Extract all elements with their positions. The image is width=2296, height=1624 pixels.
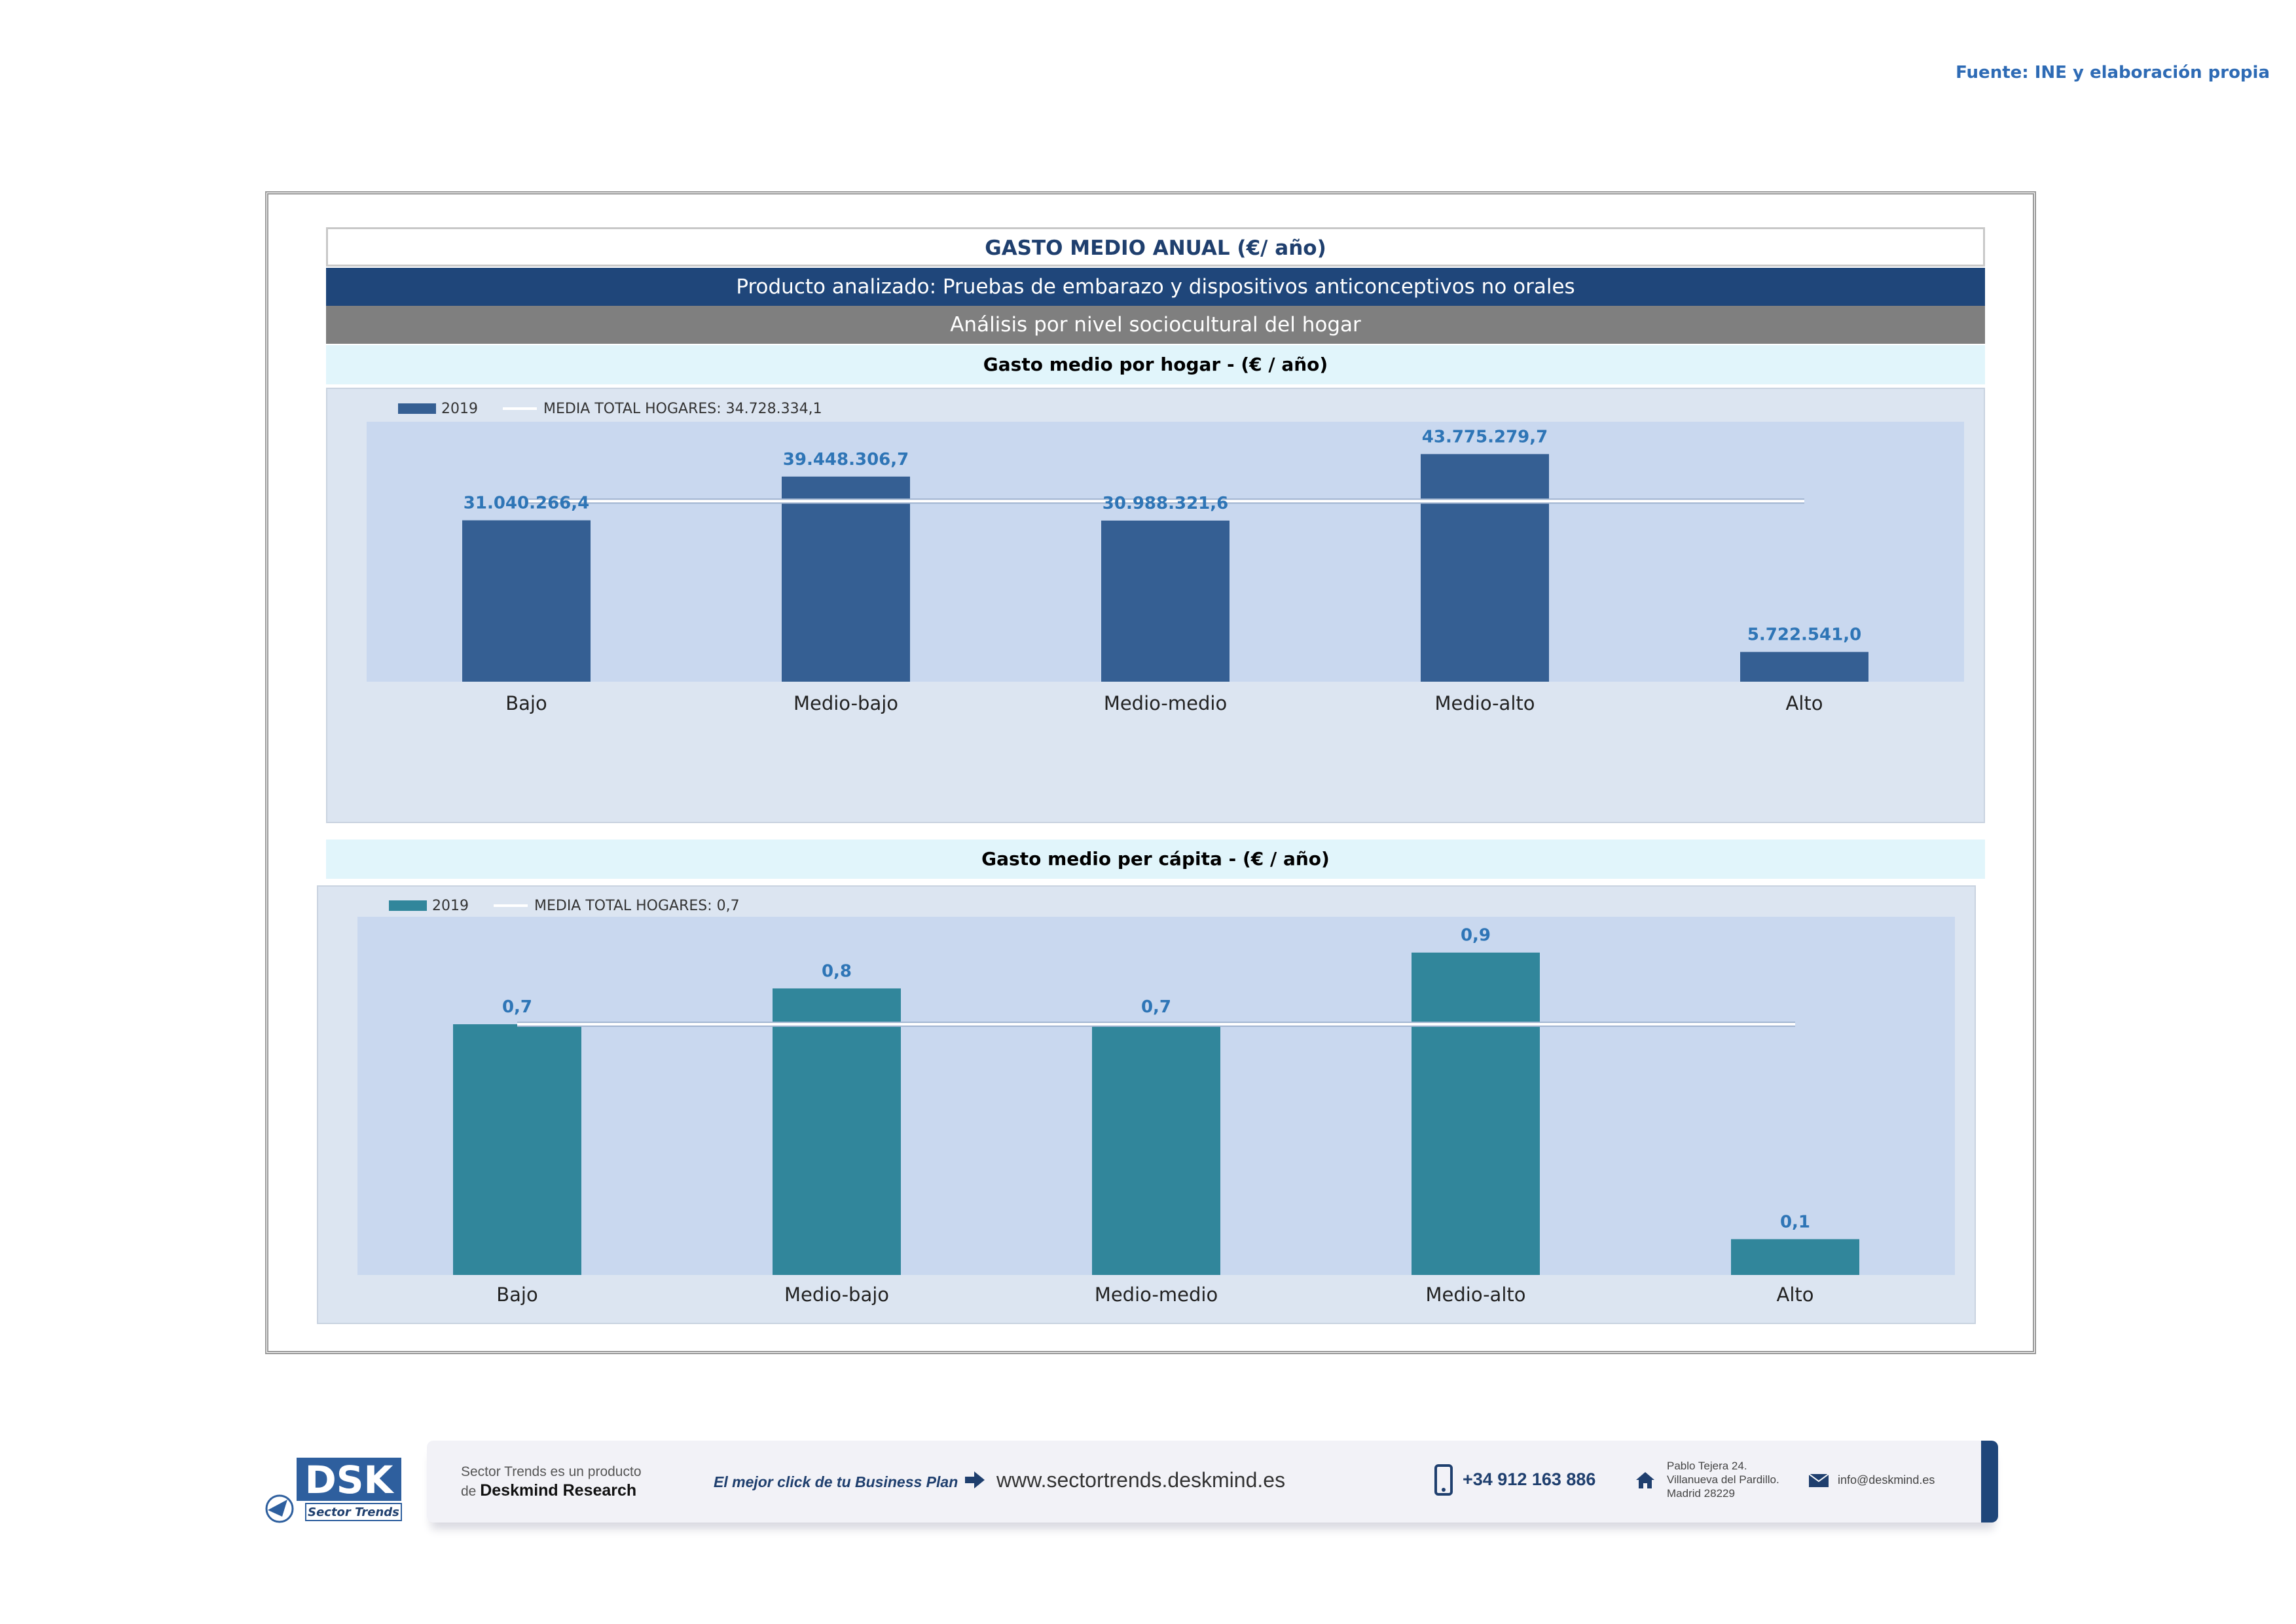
chart-2-title: Gasto medio per cápita - (€ / año) <box>326 840 1985 879</box>
arrow-right-icon <box>964 1469 987 1494</box>
home-icon <box>1635 1471 1655 1492</box>
phone-icon <box>1434 1464 1453 1499</box>
data-label-medio-bajo: 39.448.306,7 <box>783 450 909 470</box>
dsk-logo: DSK Sector Trends <box>265 1452 403 1524</box>
category-label-alto: Alto <box>1776 1283 1813 1306</box>
chart-1-title: Gasto medio por hogar - (€ / año) <box>326 345 1985 384</box>
data-label-bajo: 0,7 <box>502 997 532 1017</box>
footer-accent <box>1981 1441 1998 1522</box>
bar-medio-medio <box>1092 1024 1220 1275</box>
category-label-medio-bajo: Medio-bajo <box>793 692 898 714</box>
data-label-medio-alto: 43.775.279,7 <box>1422 427 1548 447</box>
analyzed-product-banner: Producto analizado: Pruebas de embarazo … <box>326 268 1985 306</box>
legend-label-2019: 2019 <box>432 898 469 914</box>
data-label-medio-medio: 30.988.321,6 <box>1102 494 1228 513</box>
data-label-bajo: 31.040.266,4 <box>464 494 589 513</box>
data-label-medio-bajo: 0,8 <box>822 961 852 981</box>
category-label-medio-alto: Medio-alto <box>1425 1283 1525 1306</box>
category-label-bajo: Bajo <box>496 1283 538 1306</box>
footer-slogan: El mejor click de tu Business Plan <box>714 1473 958 1490</box>
chart-hogar-svg: 2019 MEDIA TOTAL HOGARES: 34.728.334,1 31.… <box>367 401 1964 714</box>
logo-subtext: Sector Trends <box>308 1505 399 1519</box>
footer-bar: Sector Trends es un producto de Deskmind… <box>427 1441 1998 1522</box>
bar-bajo <box>462 520 591 682</box>
legend-swatch-2019 <box>398 403 436 414</box>
category-label-medio-medio: Medio-medio <box>1095 1283 1218 1306</box>
report-title: GASTO MEDIO ANUAL (€/ año) <box>326 227 1985 267</box>
data-label-alto: 0,1 <box>1780 1212 1810 1232</box>
category-label-bajo: Bajo <box>505 692 547 714</box>
bar-alto <box>1740 652 1868 682</box>
footer-address: Pablo Tejera 24. Villanueva del Pardillo… <box>1667 1460 1779 1500</box>
mail-icon <box>1808 1473 1829 1491</box>
bar-bajo <box>453 1024 581 1275</box>
bar-medio-medio <box>1101 520 1230 682</box>
chart-hogar: 2019 MEDIA TOTAL HOGARES: 34.728.334,1 31.… <box>326 388 1985 823</box>
category-label-medio-medio: Medio-medio <box>1104 692 1227 714</box>
bar-medio-bajo <box>782 476 910 682</box>
data-label-medio-medio: 0,7 <box>1141 997 1171 1017</box>
legend-label-media: MEDIA TOTAL HOGARES: 34.728.334,1 <box>543 401 822 417</box>
analysis-type-banner: Análisis por nivel sociocultural del hog… <box>326 306 1985 344</box>
bar-medio-bajo <box>773 988 901 1275</box>
category-label-medio-alto: Medio-alto <box>1434 692 1535 714</box>
legend-label-media: MEDIA TOTAL HOGARES: 0,7 <box>534 898 740 914</box>
data-label-medio-alto: 0,9 <box>1461 926 1491 946</box>
report-frame: GASTO MEDIO ANUAL (€/ año) Producto anal… <box>265 191 2036 1354</box>
bar-medio-alto <box>1412 952 1540 1275</box>
footer-phone[interactable]: +34 912 163 886 <box>1463 1469 1596 1489</box>
bar-alto <box>1731 1239 1859 1275</box>
source-note: Fuente: INE y elaboración propia <box>1956 63 2270 83</box>
footer-website-link[interactable]: www.sectortrends.deskmind.es <box>996 1468 1286 1492</box>
category-label-alto: Alto <box>1785 692 1823 714</box>
footer-email[interactable]: info@deskmind.es <box>1838 1473 1935 1486</box>
logo-text: DSK <box>305 1458 395 1502</box>
legend-label-2019: 2019 <box>441 401 478 417</box>
category-label-medio-bajo: Medio-bajo <box>784 1283 889 1306</box>
bar-medio-alto <box>1421 454 1549 682</box>
legend-swatch-2019 <box>389 900 427 911</box>
chart-capita: 2019 MEDIA TOTAL HOGARES: 0,7 0,7 Bajo 0,8 Me… <box>317 885 1976 1324</box>
chart-capita-svg: 2019 MEDIA TOTAL HOGARES: 0,7 0,7 Bajo 0,8 Me… <box>357 898 1955 1306</box>
data-label-alto: 5.722.541,0 <box>1747 625 1861 645</box>
footer-product-text: Sector Trends es un producto de Deskmind… <box>461 1464 642 1500</box>
